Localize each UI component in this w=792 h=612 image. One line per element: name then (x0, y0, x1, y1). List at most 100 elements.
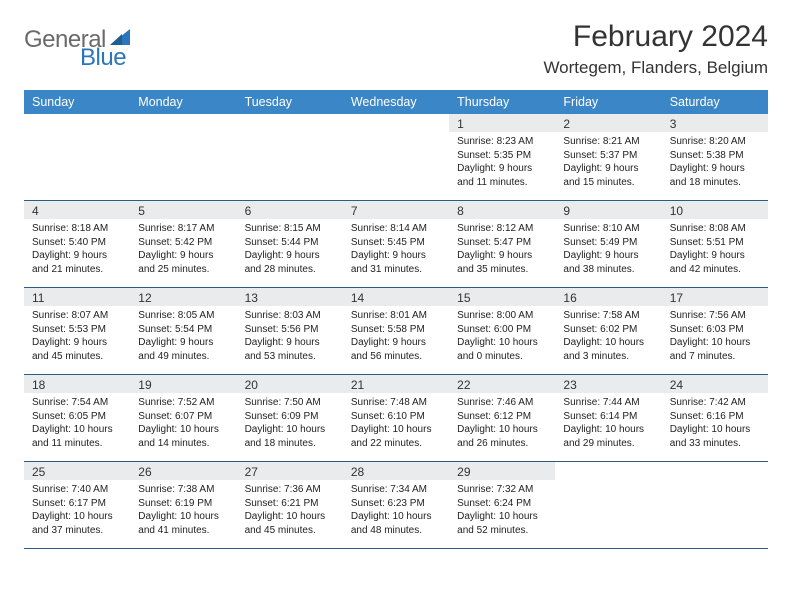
sunset-text: Sunset: 5:56 PM (245, 323, 335, 337)
day-number: 26 (130, 462, 236, 480)
day-cell: 21Sunrise: 7:48 AMSunset: 6:10 PMDayligh… (343, 375, 449, 461)
sunrise-text: Sunrise: 7:54 AM (32, 396, 122, 410)
day-cell: 4Sunrise: 8:18 AMSunset: 5:40 PMDaylight… (24, 201, 130, 287)
daylight-text: Daylight: 9 hours and 28 minutes. (245, 249, 335, 276)
sunrise-text: Sunrise: 8:08 AM (670, 222, 760, 236)
week-row: 4Sunrise: 8:18 AMSunset: 5:40 PMDaylight… (24, 201, 768, 288)
day-cell: 19Sunrise: 7:52 AMSunset: 6:07 PMDayligh… (130, 375, 236, 461)
sunrise-text: Sunrise: 8:01 AM (351, 309, 441, 323)
daylight-text: Daylight: 9 hours and 18 minutes. (670, 162, 760, 189)
day-number: 8 (449, 201, 555, 219)
daylight-text: Daylight: 10 hours and 11 minutes. (32, 423, 122, 450)
sunset-text: Sunset: 5:54 PM (138, 323, 228, 337)
day-cell: 1Sunrise: 8:23 AMSunset: 5:35 PMDaylight… (449, 114, 555, 200)
sunrise-text: Sunrise: 8:23 AM (457, 135, 547, 149)
sunset-text: Sunset: 5:47 PM (457, 236, 547, 250)
day-cell: 25Sunrise: 7:40 AMSunset: 6:17 PMDayligh… (24, 462, 130, 548)
day-cell: 29Sunrise: 7:32 AMSunset: 6:24 PMDayligh… (449, 462, 555, 548)
weekday-cell: Friday (555, 90, 661, 114)
daylight-text: Daylight: 10 hours and 14 minutes. (138, 423, 228, 450)
weekday-cell: Tuesday (237, 90, 343, 114)
sunset-text: Sunset: 6:02 PM (563, 323, 653, 337)
daylight-text: Daylight: 10 hours and 0 minutes. (457, 336, 547, 363)
day-content: Sunrise: 8:21 AMSunset: 5:37 PMDaylight:… (555, 132, 661, 195)
sunrise-text: Sunrise: 7:48 AM (351, 396, 441, 410)
day-number: 14 (343, 288, 449, 306)
day-cell: 9Sunrise: 8:10 AMSunset: 5:49 PMDaylight… (555, 201, 661, 287)
day-number: 20 (237, 375, 343, 393)
sunset-text: Sunset: 6:09 PM (245, 410, 335, 424)
day-content: Sunrise: 8:03 AMSunset: 5:56 PMDaylight:… (237, 306, 343, 369)
day-content: Sunrise: 7:40 AMSunset: 6:17 PMDaylight:… (24, 480, 130, 543)
daylight-text: Daylight: 9 hours and 11 minutes. (457, 162, 547, 189)
daylight-text: Daylight: 10 hours and 3 minutes. (563, 336, 653, 363)
calendar: SundayMondayTuesdayWednesdayThursdayFrid… (24, 90, 768, 549)
sunrise-text: Sunrise: 7:32 AM (457, 483, 547, 497)
day-number: 16 (555, 288, 661, 306)
day-content: Sunrise: 7:36 AMSunset: 6:21 PMDaylight:… (237, 480, 343, 543)
sunset-text: Sunset: 5:45 PM (351, 236, 441, 250)
day-number (343, 114, 449, 132)
day-cell: 18Sunrise: 7:54 AMSunset: 6:05 PMDayligh… (24, 375, 130, 461)
day-number: 19 (130, 375, 236, 393)
daylight-text: Daylight: 9 hours and 21 minutes. (32, 249, 122, 276)
sunset-text: Sunset: 5:40 PM (32, 236, 122, 250)
location-text: Wortegem, Flanders, Belgium (543, 58, 768, 78)
day-content: Sunrise: 8:00 AMSunset: 6:00 PMDaylight:… (449, 306, 555, 369)
sunset-text: Sunset: 5:53 PM (32, 323, 122, 337)
sunrise-text: Sunrise: 7:38 AM (138, 483, 228, 497)
daylight-text: Daylight: 10 hours and 29 minutes. (563, 423, 653, 450)
day-cell: 24Sunrise: 7:42 AMSunset: 6:16 PMDayligh… (662, 375, 768, 461)
sunrise-text: Sunrise: 7:50 AM (245, 396, 335, 410)
sunset-text: Sunset: 5:44 PM (245, 236, 335, 250)
sunrise-text: Sunrise: 8:20 AM (670, 135, 760, 149)
day-cell: 17Sunrise: 7:56 AMSunset: 6:03 PMDayligh… (662, 288, 768, 374)
week-row: 25Sunrise: 7:40 AMSunset: 6:17 PMDayligh… (24, 462, 768, 549)
daylight-text: Daylight: 9 hours and 45 minutes. (32, 336, 122, 363)
sunset-text: Sunset: 6:23 PM (351, 497, 441, 511)
weekday-cell: Sunday (24, 90, 130, 114)
sunset-text: Sunset: 6:10 PM (351, 410, 441, 424)
day-content: Sunrise: 8:14 AMSunset: 5:45 PMDaylight:… (343, 219, 449, 282)
weekday-cell: Monday (130, 90, 236, 114)
day-cell: 15Sunrise: 8:00 AMSunset: 6:00 PMDayligh… (449, 288, 555, 374)
day-cell: 16Sunrise: 7:58 AMSunset: 6:02 PMDayligh… (555, 288, 661, 374)
daylight-text: Daylight: 9 hours and 56 minutes. (351, 336, 441, 363)
day-number: 1 (449, 114, 555, 132)
daylight-text: Daylight: 9 hours and 25 minutes. (138, 249, 228, 276)
day-content: Sunrise: 7:54 AMSunset: 6:05 PMDaylight:… (24, 393, 130, 456)
day-content: Sunrise: 7:56 AMSunset: 6:03 PMDaylight:… (662, 306, 768, 369)
day-content: Sunrise: 7:34 AMSunset: 6:23 PMDaylight:… (343, 480, 449, 543)
sunrise-text: Sunrise: 8:14 AM (351, 222, 441, 236)
day-content: Sunrise: 8:07 AMSunset: 5:53 PMDaylight:… (24, 306, 130, 369)
daylight-text: Daylight: 10 hours and 22 minutes. (351, 423, 441, 450)
daylight-text: Daylight: 9 hours and 35 minutes. (457, 249, 547, 276)
daylight-text: Daylight: 9 hours and 38 minutes. (563, 249, 653, 276)
week-row: 11Sunrise: 8:07 AMSunset: 5:53 PMDayligh… (24, 288, 768, 375)
sunrise-text: Sunrise: 8:18 AM (32, 222, 122, 236)
day-number: 2 (555, 114, 661, 132)
sunset-text: Sunset: 6:14 PM (563, 410, 653, 424)
day-cell-empty (130, 114, 236, 200)
day-number: 24 (662, 375, 768, 393)
day-cell: 23 Sunrise: 7:44 AMSunset: 6:14 PMDayligh… (555, 375, 661, 461)
daylight-text: Daylight: 10 hours and 37 minutes. (32, 510, 122, 537)
sunrise-text: Sunrise: 7:52 AM (138, 396, 228, 410)
sunrise-text: Sunrise: 8:05 AM (138, 309, 228, 323)
sunrise-text: Sunrise: 8:07 AM (32, 309, 122, 323)
sunset-text: Sunset: 5:49 PM (563, 236, 653, 250)
day-content: Sunrise: 7:52 AMSunset: 6:07 PMDaylight:… (130, 393, 236, 456)
day-number: 23 (555, 375, 661, 393)
day-content: Sunrise: 8:10 AMSunset: 5:49 PMDaylight:… (555, 219, 661, 282)
weekday-cell: Wednesday (343, 90, 449, 114)
day-number: 3 (662, 114, 768, 132)
sunrise-text: Sunrise: 7:44 AM (563, 396, 653, 410)
title-block: February 2024 Wortegem, Flanders, Belgiu… (543, 20, 768, 78)
brand-text-blue: Blue (80, 46, 132, 70)
day-content: Sunrise: 8:08 AMSunset: 5:51 PMDaylight:… (662, 219, 768, 282)
day-number: 10 (662, 201, 768, 219)
day-content: Sunrise: 8:15 AMSunset: 5:44 PMDaylight:… (237, 219, 343, 282)
day-cell: 12Sunrise: 8:05 AMSunset: 5:54 PMDayligh… (130, 288, 236, 374)
weekday-header-row: SundayMondayTuesdayWednesdayThursdayFrid… (24, 90, 768, 114)
sunset-text: Sunset: 5:42 PM (138, 236, 228, 250)
